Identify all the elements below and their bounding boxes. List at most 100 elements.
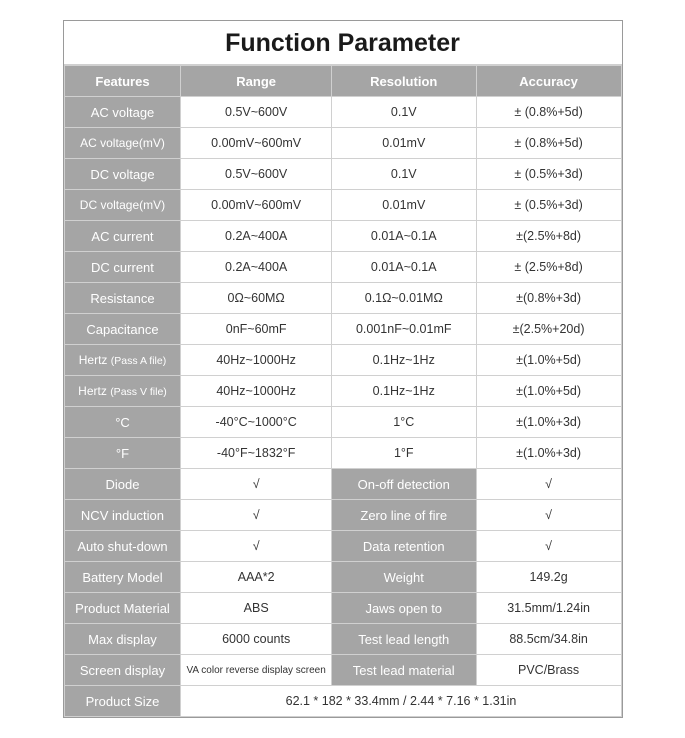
table-row: Diode√On-off detection√: [64, 469, 621, 500]
accuracy-value: ±(1.0%+5d): [476, 376, 621, 407]
accuracy-value: ±(2.5%+20d): [476, 314, 621, 345]
table-row: Max display6000 countsTest lead length88…: [64, 624, 621, 655]
range-value: 0.5V~600V: [181, 159, 331, 190]
accuracy-value: ± (0.8%+5d): [476, 97, 621, 128]
accuracy-value: ±(1.0%+3d): [476, 407, 621, 438]
parameter-table-container: Function Parameter Features Range Resolu…: [63, 20, 623, 718]
feature-label: AC current: [64, 221, 181, 252]
feature-label: °F: [64, 438, 181, 469]
accuracy-value: ± (0.5%+3d): [476, 190, 621, 221]
table-row: DC voltage(mV)0.00mV~600mV0.01mV± (0.5%+…: [64, 190, 621, 221]
header-range: Range: [181, 66, 331, 97]
table-row: AC voltage(mV)0.00mV~600mV0.01mV± (0.8%+…: [64, 128, 621, 159]
resolution-value: 0.01mV: [331, 128, 476, 159]
feature-label: Hertz (Pass A file): [64, 345, 181, 376]
table-row: Product MaterialABSJaws open to31.5mm/1.…: [64, 593, 621, 624]
pair-label: Diode: [64, 469, 181, 500]
feature-label: AC voltage(mV): [64, 128, 181, 159]
pair-label: Auto shut-down: [64, 531, 181, 562]
pair-label: Product Material: [64, 593, 181, 624]
resolution-value: 0.1Hz~1Hz: [331, 376, 476, 407]
table-row: AC voltage0.5V~600V0.1V± (0.8%+5d): [64, 97, 621, 128]
accuracy-value: ±(1.0%+3d): [476, 438, 621, 469]
pair-label: Test lead material: [331, 655, 476, 686]
feature-label: AC voltage: [64, 97, 181, 128]
feature-label: DC current: [64, 252, 181, 283]
accuracy-value: ± (2.5%+8d): [476, 252, 621, 283]
pair-value: √: [181, 500, 331, 531]
range-value: 0.2A~400A: [181, 221, 331, 252]
pair-value: √: [476, 531, 621, 562]
pair-value: √: [181, 469, 331, 500]
range-value: 0nF~60mF: [181, 314, 331, 345]
accuracy-value: ± (0.8%+5d): [476, 128, 621, 159]
pair-value: √: [476, 500, 621, 531]
pair-label: On-off detection: [331, 469, 476, 500]
table-row: Hertz (Pass V file)40Hz~1000Hz0.1Hz~1Hz±…: [64, 376, 621, 407]
table-row: DC current0.2A~400A0.01A~0.1A± (2.5%+8d): [64, 252, 621, 283]
accuracy-value: ± (0.5%+3d): [476, 159, 621, 190]
table-row: Resistance0Ω~60MΩ0.1Ω~0.01MΩ±(0.8%+3d): [64, 283, 621, 314]
feature-label: DC voltage(mV): [64, 190, 181, 221]
table-row: Auto shut-down√Data retention√: [64, 531, 621, 562]
pair-value: PVC/Brass: [476, 655, 621, 686]
resolution-value: 0.01A~0.1A: [331, 252, 476, 283]
range-value: 40Hz~1000Hz: [181, 376, 331, 407]
feature-label: Capacitance: [64, 314, 181, 345]
pair-label: Data retention: [331, 531, 476, 562]
pair-value: 88.5cm/34.8in: [476, 624, 621, 655]
feature-label: °C: [64, 407, 181, 438]
table-row: °C-40°C~1000°C1°C±(1.0%+3d): [64, 407, 621, 438]
table-row: AC current0.2A~400A0.01A~0.1A±(2.5%+8d): [64, 221, 621, 252]
pair-label: Test lead length: [331, 624, 476, 655]
pair-label: Jaws open to: [331, 593, 476, 624]
pair-label: Zero line of fire: [331, 500, 476, 531]
pair-value: √: [476, 469, 621, 500]
resolution-value: 0.1V: [331, 97, 476, 128]
range-value: -40°C~1000°C: [181, 407, 331, 438]
pair-value: VA color reverse display screen: [181, 655, 331, 686]
range-value: 0.2A~400A: [181, 252, 331, 283]
pair-value: √: [181, 531, 331, 562]
pair-label: Screen display: [64, 655, 181, 686]
feature-label: Hertz (Pass V file): [64, 376, 181, 407]
pair-value: 31.5mm/1.24in: [476, 593, 621, 624]
pair-label: Max display: [64, 624, 181, 655]
pair-value: 149.2g: [476, 562, 621, 593]
resolution-value: 0.001nF~0.01mF: [331, 314, 476, 345]
accuracy-value: ±(2.5%+8d): [476, 221, 621, 252]
feature-label: Resistance: [64, 283, 181, 314]
header-accuracy: Accuracy: [476, 66, 621, 97]
resolution-value: 0.01A~0.1A: [331, 221, 476, 252]
pair-value: 6000 counts: [181, 624, 331, 655]
product-size-label: Product Size: [64, 686, 181, 717]
pair-label: Battery Model: [64, 562, 181, 593]
pair-value: AAA*2: [181, 562, 331, 593]
range-value: 0.5V~600V: [181, 97, 331, 128]
pair-label: NCV induction: [64, 500, 181, 531]
table-row: NCV induction√Zero line of fire√: [64, 500, 621, 531]
header-row: Features Range Resolution Accuracy: [64, 66, 621, 97]
pair-value: ABS: [181, 593, 331, 624]
resolution-value: 0.1Ω~0.01MΩ: [331, 283, 476, 314]
page-title: Function Parameter: [64, 21, 622, 65]
table-row: Battery ModelAAA*2Weight149.2g: [64, 562, 621, 593]
header-features: Features: [64, 66, 181, 97]
table-row: Hertz (Pass A file)40Hz~1000Hz0.1Hz~1Hz±…: [64, 345, 621, 376]
parameter-table: Features Range Resolution Accuracy AC vo…: [64, 65, 622, 717]
bottom-row: Product Size 62.1 * 182 * 33.4mm / 2.44 …: [64, 686, 621, 717]
range-value: 0Ω~60MΩ: [181, 283, 331, 314]
range-value: 0.00mV~600mV: [181, 128, 331, 159]
table-row: Capacitance0nF~60mF0.001nF~0.01mF±(2.5%+…: [64, 314, 621, 345]
table-row: DC voltage0.5V~600V0.1V± (0.5%+3d): [64, 159, 621, 190]
accuracy-value: ±(1.0%+5d): [476, 345, 621, 376]
range-value: 0.00mV~600mV: [181, 190, 331, 221]
header-resolution: Resolution: [331, 66, 476, 97]
pair-label: Weight: [331, 562, 476, 593]
feature-label: DC voltage: [64, 159, 181, 190]
product-size-value: 62.1 * 182 * 33.4mm / 2.44 * 7.16 * 1.31…: [181, 686, 621, 717]
range-value: -40°F~1832°F: [181, 438, 331, 469]
resolution-value: 0.1Hz~1Hz: [331, 345, 476, 376]
resolution-value: 0.01mV: [331, 190, 476, 221]
resolution-value: 1°F: [331, 438, 476, 469]
